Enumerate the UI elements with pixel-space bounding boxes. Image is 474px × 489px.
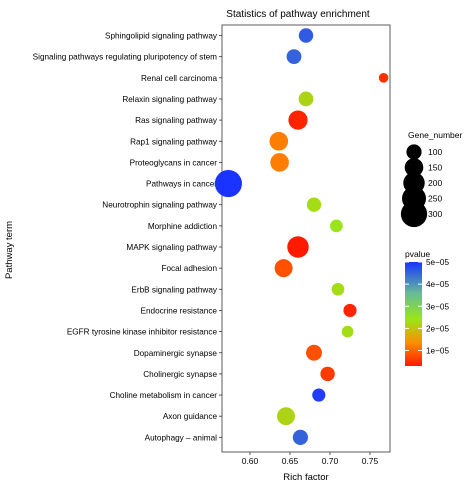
color-legend-title: pvalue	[405, 249, 430, 259]
data-point	[378, 73, 389, 83]
size-legend-symbol	[400, 200, 428, 228]
y-axis: Sphingolipid signaling pathway Signaling …	[33, 32, 222, 442]
color-legend: pvalue 5e−05 4e−05 3e−05 2e−05 1e−05	[405, 249, 449, 366]
y-tick-label: ErbB signaling pathway	[131, 285, 217, 294]
y-tick-label: Signaling pathways regulating pluripoten…	[33, 53, 218, 62]
y-tick-label: Pathways in cancer	[146, 180, 217, 189]
data-point	[331, 282, 345, 296]
size-legend-label: 200	[428, 178, 442, 188]
y-tick-label: Ras signaling pathway	[135, 116, 218, 125]
size-legend-label: 300	[428, 209, 442, 219]
y-tick-label: Endocrine resistance	[141, 306, 218, 315]
x-tick-label: 0.65	[282, 456, 299, 466]
y-tick-label: Choline metabolism in cancer	[110, 391, 218, 400]
x-tick-label: 0.60	[242, 456, 259, 466]
y-tick-label: MAPK signaling pathway	[126, 243, 217, 252]
y-tick-label: Relaxin signaling pathway	[122, 95, 218, 104]
points-layer	[214, 28, 389, 445]
data-point	[287, 236, 309, 258]
data-point	[341, 325, 354, 338]
y-tick-label: Neurotrophin signaling pathway	[102, 201, 218, 210]
chart-title: Statistics of pathway enrichment	[226, 9, 370, 20]
data-point	[214, 169, 242, 198]
data-point	[343, 303, 357, 318]
data-point	[330, 219, 343, 233]
data-point	[270, 153, 289, 172]
colorbar-label: 4e−05	[426, 280, 449, 289]
data-point	[269, 131, 289, 151]
data-point	[292, 429, 308, 445]
colorbar-label: 2e−05	[426, 324, 449, 333]
size-legend-title: Gene_number	[408, 130, 463, 140]
data-point	[306, 197, 322, 212]
size-legend: Gene_number 100 150 200 250 300	[400, 130, 463, 228]
plot-panel	[221, 24, 391, 453]
data-point	[286, 49, 302, 65]
y-tick-label: Dopaminergic synapse	[134, 349, 218, 358]
y-tick-label: Sphingolipid signaling pathway	[105, 32, 218, 41]
y-tick-label: Autophagy – animal	[145, 433, 218, 442]
colorbar-label: 3e−05	[426, 302, 449, 311]
y-tick-label: Cholinergic synapse	[143, 370, 217, 379]
data-point	[274, 259, 293, 278]
data-point	[288, 110, 308, 130]
size-legend-symbol	[406, 144, 422, 160]
x-tick-label: 0.70	[322, 456, 339, 466]
y-axis-label: Pathway term	[4, 221, 15, 279]
data-point	[298, 28, 314, 43]
size-legend-label: 150	[428, 163, 442, 173]
y-tick-label: Proteoglycans in cancer	[130, 158, 218, 167]
y-tick-label: Renal cell carcinoma	[141, 74, 217, 83]
x-axis-label: Rich factor	[283, 472, 328, 483]
data-point	[306, 344, 322, 361]
size-legend-label: 100	[428, 147, 442, 157]
pvalue-colorbar	[405, 262, 422, 366]
y-tick-label: Focal adhesion	[161, 264, 217, 273]
x-tick-label: 0.75	[362, 456, 379, 466]
colorbar-label: 1e−05	[426, 347, 449, 356]
data-point	[312, 388, 326, 402]
y-tick-label: Axon guidance	[163, 412, 218, 421]
x-axis: 0.60 0.65 0.70 0.75	[242, 452, 379, 466]
data-point	[277, 407, 295, 426]
size-legend-symbol	[404, 158, 424, 177]
y-tick-label: EGFR tyrosine kinase inhibitor resistanc…	[67, 328, 218, 337]
size-legend-label: 250	[428, 194, 442, 204]
y-tick-label: Morphine addiction	[148, 222, 218, 231]
data-point	[298, 91, 314, 107]
colorbar-label: 5e−05	[426, 258, 449, 267]
y-tick-label: Rap1 signaling pathway	[130, 137, 218, 146]
data-point	[320, 366, 335, 382]
